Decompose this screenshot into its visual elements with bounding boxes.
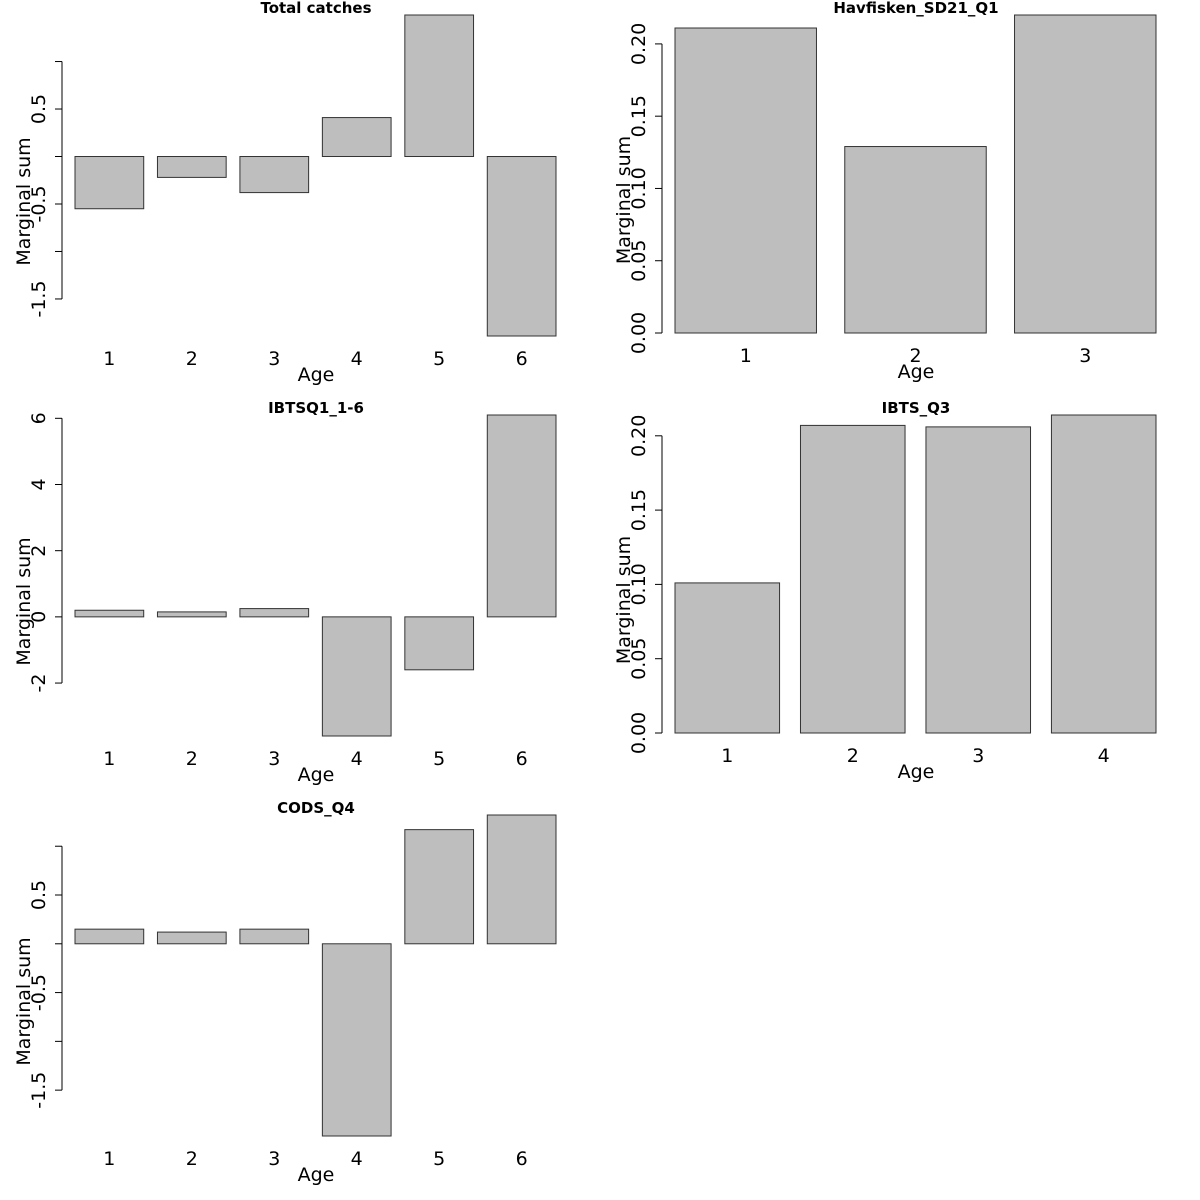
bar-4-4	[1050, 414, 1157, 734]
bar-5-3	[239, 928, 310, 945]
bar-2-2	[844, 146, 987, 334]
bar-3-3	[239, 608, 310, 618]
x-tick-label: 3	[268, 1148, 280, 1170]
x-tick-label: 1	[103, 1148, 115, 1170]
chart-title: IBTS_Q3	[882, 399, 951, 417]
x-tick-label: 6	[516, 1148, 528, 1170]
chart-panel-3: 1 2 3 4 5 6 -2 0 2 4 6 IBTSQ1_1-6 Age Marginal sum	[13, 399, 557, 786]
y-tick-label: 0.00	[628, 712, 650, 754]
x-tick-label: 1	[103, 348, 115, 370]
bar-4-3	[925, 426, 1032, 734]
y-axis-label: Marginal sum	[13, 537, 35, 665]
y-tick-label: 0.05	[628, 638, 650, 680]
bar-5-2	[156, 931, 227, 945]
y-tick-label: 4	[28, 478, 50, 490]
bar-3-6	[486, 414, 557, 618]
x-tick-label: 2	[909, 345, 921, 367]
x-axis-label: Age	[898, 361, 935, 383]
x-tick-label: 2	[847, 745, 859, 767]
y-tick-label: 0	[28, 611, 50, 623]
x-tick-label: 4	[1098, 745, 1110, 767]
x-tick-label: 6	[516, 748, 528, 770]
bar-3-5	[404, 616, 475, 671]
bar-5-1	[74, 928, 145, 945]
x-tick-label: 2	[186, 348, 198, 370]
bar-1-5	[404, 14, 475, 158]
y-tick-label: 2	[28, 545, 50, 557]
bar-1-6	[486, 156, 557, 337]
y-tick-label: -1.5	[28, 1072, 50, 1109]
bar-1-1	[74, 156, 145, 210]
bar-1-2	[156, 156, 227, 178]
y-axis-label: Marginal sum	[13, 137, 35, 265]
bar-1-3	[239, 156, 310, 194]
x-axis-label: Age	[298, 364, 335, 386]
y-tick-label: 0.5	[28, 880, 50, 910]
bar-2-3	[1014, 14, 1157, 334]
chart-panel-4: 1 2 3 4 0.00 0.05 0.10 0.15 0.20 IBTS_Q3 Age Margin…	[613, 399, 1157, 783]
x-axis-label: Age	[898, 761, 935, 783]
y-tick-label: 0.15	[628, 489, 650, 531]
bar-5-5	[404, 829, 475, 945]
x-tick-label: 1	[721, 745, 733, 767]
bar-3-4	[321, 616, 392, 737]
bar-5-4	[321, 943, 392, 1137]
bar-3-1	[74, 609, 145, 618]
y-tick-label: 0.20	[628, 415, 650, 457]
bar-2-1	[674, 27, 817, 334]
bar-4-1	[674, 582, 781, 734]
chart-panel-2: 1 2 3 0.00 0.05 0.10 0.15 0.20 Havfisken_SD21_Q1…	[613, 0, 1157, 383]
x-tick-label: 5	[433, 348, 445, 370]
bar-4-2	[799, 424, 906, 734]
y-tick-label: -0.5	[28, 974, 50, 1011]
chart-panel-1: 1 2 3 4 5 6 -1.5 -0.5 0.5 Total catches Age Margina…	[13, 0, 557, 386]
x-tick-label: 2	[186, 1148, 198, 1170]
x-tick-label: 3	[1079, 345, 1091, 367]
y-tick-label: 0.05	[628, 240, 650, 282]
x-tick-label: 1	[740, 345, 752, 367]
y-tick-label: 0.20	[628, 23, 650, 65]
bar-1-4	[321, 117, 392, 158]
x-tick-label: 1	[103, 748, 115, 770]
x-axis-label: Age	[298, 764, 335, 786]
y-tick-label: 0.15	[628, 95, 650, 137]
x-axis-label: Age	[298, 1164, 335, 1186]
x-tick-label: 2	[186, 748, 198, 770]
bar-5-6	[486, 814, 557, 945]
x-tick-label: 5	[433, 1148, 445, 1170]
x-tick-label: 3	[268, 348, 280, 370]
x-tick-label: 4	[351, 348, 363, 370]
chart-panel-5: 1 2 3 4 5 6 -1.5 -0.5 0.5 CODS_Q4 Age Marginal sum	[13, 799, 557, 1186]
y-tick-label: 0.5	[28, 94, 50, 124]
y-tick-label: 0.10	[628, 563, 650, 605]
chart-title: Total catches	[260, 0, 371, 17]
x-tick-label: 3	[268, 748, 280, 770]
y-tick-label: 0.00	[628, 312, 650, 354]
y-axis-label: Marginal sum	[613, 536, 635, 664]
y-tick-label: 0.10	[628, 167, 650, 209]
y-tick-label: -0.5	[28, 185, 50, 222]
x-tick-label: 3	[972, 745, 984, 767]
y-tick-label: 6	[28, 412, 50, 424]
y-tick-label: -2	[28, 674, 50, 693]
x-tick-label: 4	[351, 748, 363, 770]
x-tick-label: 6	[516, 348, 528, 370]
chart-title: Havfisken_SD21_Q1	[833, 0, 998, 17]
chart-title: IBTSQ1_1-6	[268, 399, 364, 417]
chart-title: CODS_Q4	[277, 799, 355, 817]
x-tick-label: 4	[351, 1148, 363, 1170]
bar-3-2	[156, 611, 227, 618]
y-axis-label: Marginal sum	[613, 136, 635, 264]
y-axis-label: Marginal sum	[13, 937, 35, 1065]
y-tick-label: -1.5	[28, 280, 50, 317]
x-tick-label: 5	[433, 748, 445, 770]
